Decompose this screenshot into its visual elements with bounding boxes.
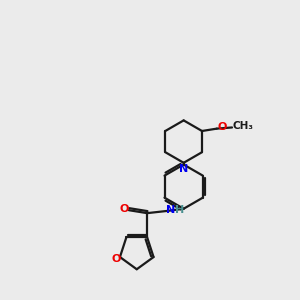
Text: CH₃: CH₃ <box>233 121 254 131</box>
Text: O: O <box>119 204 129 214</box>
Text: O: O <box>217 122 227 133</box>
Text: O: O <box>112 254 121 263</box>
Text: H: H <box>176 205 185 215</box>
Text: N: N <box>179 164 189 174</box>
Text: N: N <box>166 205 175 215</box>
